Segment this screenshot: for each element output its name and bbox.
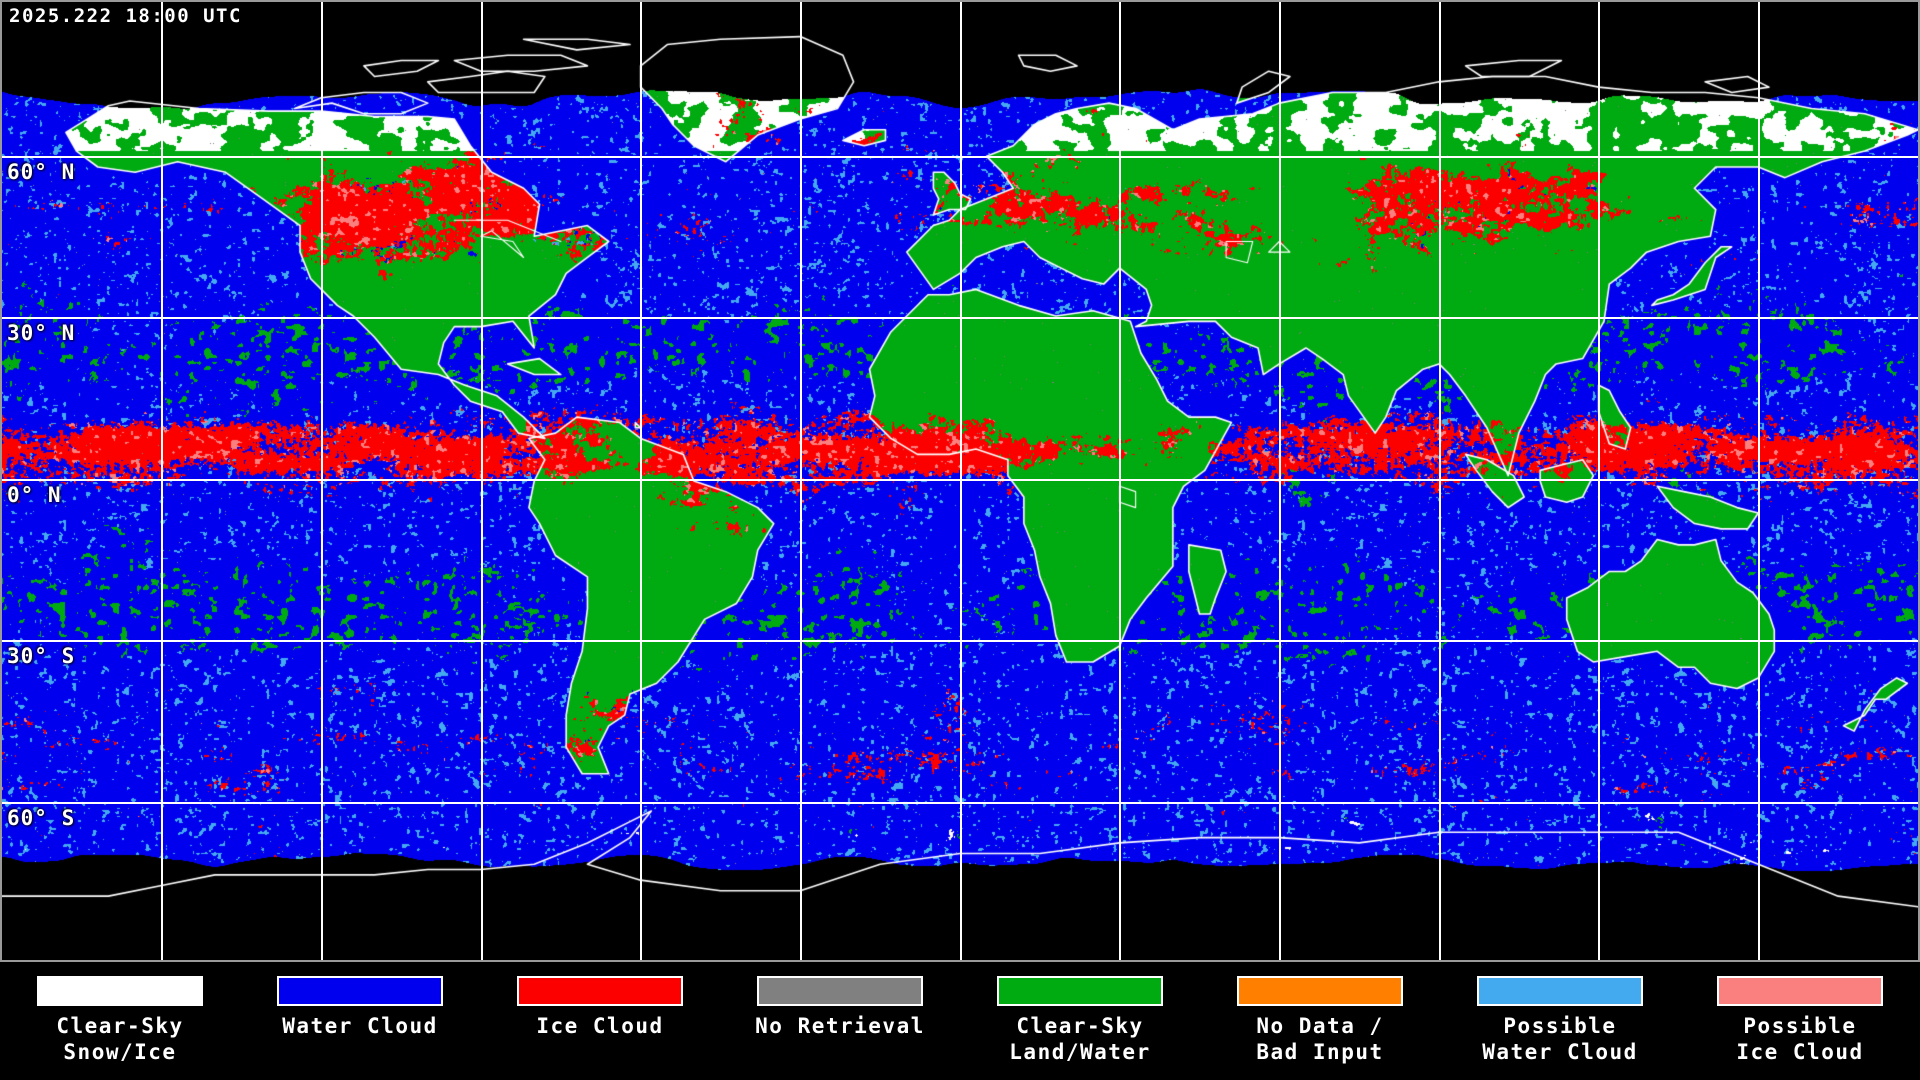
lat-label-60s: 60° S [7, 806, 75, 830]
legend: Clear-Sky Snow/Ice Water Cloud Ice Cloud… [0, 962, 1920, 1080]
gridline-lon-150w [161, 2, 163, 960]
gridline-lon-90e [1439, 2, 1441, 960]
gridline-lon-90w [481, 2, 483, 960]
legend-label-no-data-bad-input: No Data / Bad Input [1256, 1013, 1383, 1065]
gridline-lon-60e [1279, 2, 1281, 960]
legend-item-clear-sky-land-water[interactable]: Clear-Sky Land/Water [960, 962, 1200, 1065]
legend-item-possible-ice-cloud[interactable]: Possible Ice Cloud [1680, 962, 1920, 1065]
legend-label-possible-water-cloud: Possible Water Cloud [1482, 1013, 1638, 1065]
legend-label-possible-ice-cloud: Possible Ice Cloud [1736, 1013, 1863, 1065]
legend-swatch-no-retrieval [757, 976, 923, 1006]
legend-item-possible-water-cloud[interactable]: Possible Water Cloud [1440, 962, 1680, 1065]
legend-swatch-clear-sky-land-water [997, 976, 1163, 1006]
lat-label-60n: 60° N [7, 160, 75, 184]
legend-label-water-cloud: Water Cloud [282, 1013, 438, 1039]
gridline-lon-0 [960, 2, 962, 960]
gridline-lon-150e [1758, 2, 1760, 960]
legend-label-clear-sky-land-water: Clear-Sky Land/Water [1009, 1013, 1150, 1065]
gridline-lon-60w [640, 2, 642, 960]
legend-swatch-water-cloud [277, 976, 443, 1006]
lat-label-30n: 30° N [7, 321, 75, 345]
cloud-phase-viewer: 2025.222 18:00 UTC 60° N 30° N 0° N 30° … [0, 0, 1920, 1080]
gridline-lon-120e [1598, 2, 1600, 960]
gridline-lon-30w [800, 2, 802, 960]
legend-item-clear-sky-snow-ice[interactable]: Clear-Sky Snow/Ice [0, 962, 240, 1065]
legend-label-no-retrieval: No Retrieval [755, 1013, 925, 1039]
lat-label-30s: 30° S [7, 644, 75, 668]
legend-item-no-retrieval[interactable]: No Retrieval [720, 962, 960, 1039]
legend-item-water-cloud[interactable]: Water Cloud [240, 962, 480, 1039]
legend-label-ice-cloud: Ice Cloud [536, 1013, 663, 1039]
legend-swatch-no-data-bad-input [1237, 976, 1403, 1006]
gridline-lon-30e [1119, 2, 1121, 960]
legend-swatch-possible-ice-cloud [1717, 976, 1883, 1006]
map-panel[interactable]: 2025.222 18:00 UTC 60° N 30° N 0° N 30° … [0, 0, 1920, 962]
legend-item-no-data-bad-input[interactable]: No Data / Bad Input [1200, 962, 1440, 1065]
lat-label-0: 0° N [7, 483, 62, 507]
legend-swatch-possible-water-cloud [1477, 976, 1643, 1006]
legend-swatch-clear-sky-snow-ice [37, 976, 203, 1006]
legend-label-clear-sky-snow-ice: Clear-Sky Snow/Ice [56, 1013, 183, 1065]
legend-swatch-ice-cloud [517, 976, 683, 1006]
timestamp-label: 2025.222 18:00 UTC [9, 5, 242, 27]
legend-item-ice-cloud[interactable]: Ice Cloud [480, 962, 720, 1039]
gridline-lon-120w [321, 2, 323, 960]
